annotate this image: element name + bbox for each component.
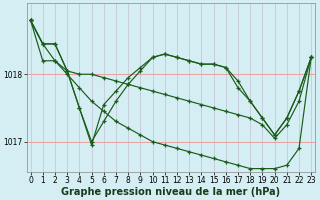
X-axis label: Graphe pression niveau de la mer (hPa): Graphe pression niveau de la mer (hPa) bbox=[61, 187, 280, 197]
